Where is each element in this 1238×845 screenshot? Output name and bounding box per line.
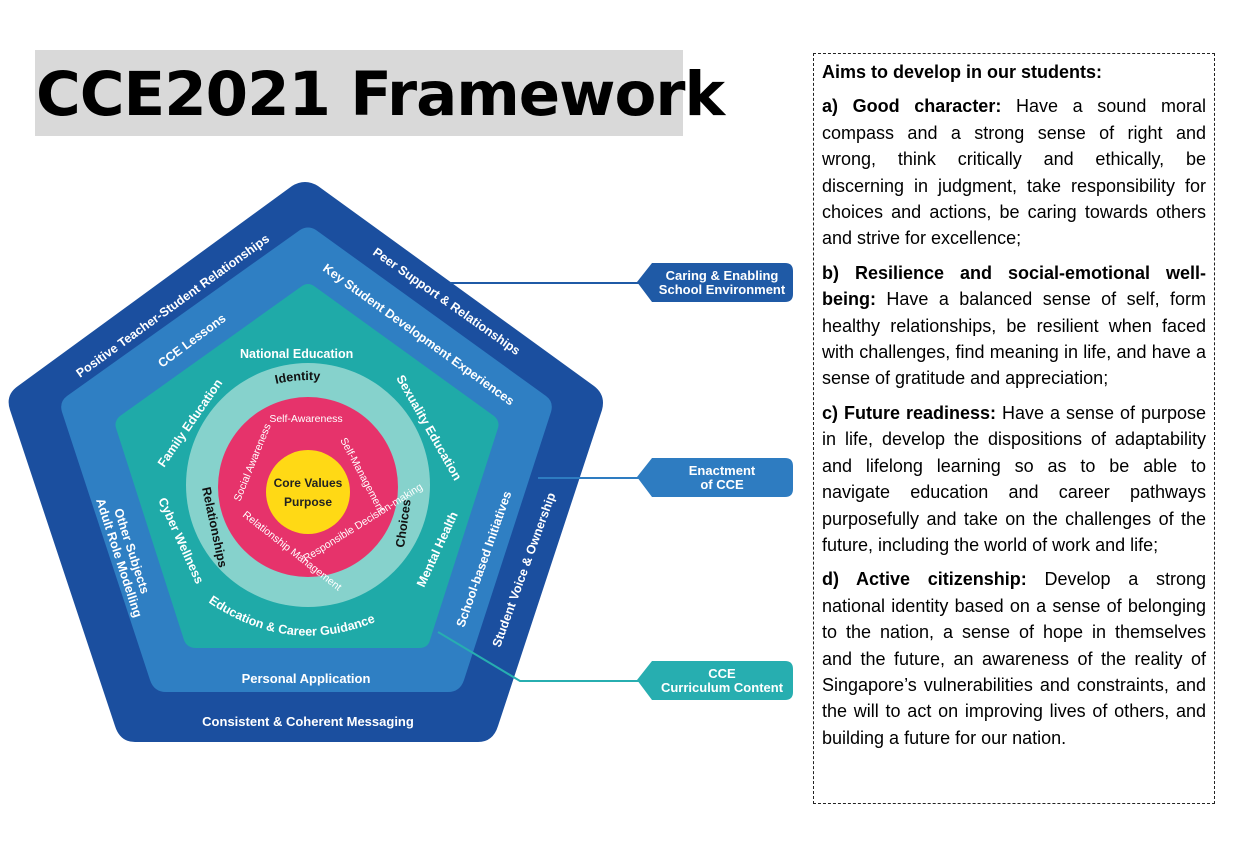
callout-environment-line2: School Environment	[659, 282, 786, 297]
aim-label: b) Resilience and social-emotional well-…	[822, 262, 1206, 310]
aims-heading: Aims to develop in our students:	[822, 62, 1103, 82]
callout-content-line2: Curriculum Content	[661, 680, 784, 695]
connector-content	[437, 631, 645, 682]
label-core-values: Core Values	[274, 476, 343, 490]
aim-item: b) Resilience and social-emotional well-…	[822, 260, 1206, 392]
aim-label: d) Active citizenship:	[822, 569, 1027, 590]
label-choices: Choices	[393, 498, 414, 548]
callout-content-line1: CCE	[708, 666, 736, 681]
callout-enactment-line2: of CCE	[700, 477, 744, 492]
aims-panel: Aims to develop in our students: a) Good…	[813, 53, 1215, 804]
label-purpose: Purpose	[284, 495, 332, 509]
label-consistent-messaging: Consistent & Coherent Messaging	[202, 714, 414, 729]
title-banner	[35, 50, 683, 136]
label-self-awareness: Self-Awareness	[269, 413, 342, 425]
aim-item: c) Future readiness: Have a sense of pur…	[822, 400, 1206, 558]
cce-framework-diagram: Caring & Enabling School Environment Ena…	[8, 182, 793, 742]
label-personal-application: Personal Application	[242, 671, 371, 686]
aim-text: Have a sound moral compass and a strong …	[822, 96, 1206, 249]
aim-label: a) Good character:	[822, 96, 1002, 117]
page-title: CCE2021 Framework	[36, 59, 725, 130]
svg-text:National Education: National Education	[240, 347, 353, 361]
aim-item: d) Active citizenship: Develop a strong …	[822, 566, 1206, 751]
callout-content	[637, 661, 793, 700]
aim-label: c) Future readiness:	[822, 402, 996, 423]
callout-environment	[637, 263, 793, 302]
callout-environment-line1: Caring & Enabling	[666, 268, 779, 283]
core-circle	[266, 450, 350, 534]
aim-text: Have a balanced sense of self, form heal…	[822, 289, 1206, 389]
aim-item: a) Good character: Have a sound moral co…	[822, 93, 1206, 251]
label-national-education: National Education	[240, 347, 353, 361]
aim-text: Develop a strong national identity based…	[822, 569, 1206, 748]
callout-enactment	[637, 458, 793, 497]
callout-enactment-line1: Enactment	[689, 463, 756, 478]
aim-text: Have a sense of purpose in life, develop…	[822, 402, 1206, 555]
